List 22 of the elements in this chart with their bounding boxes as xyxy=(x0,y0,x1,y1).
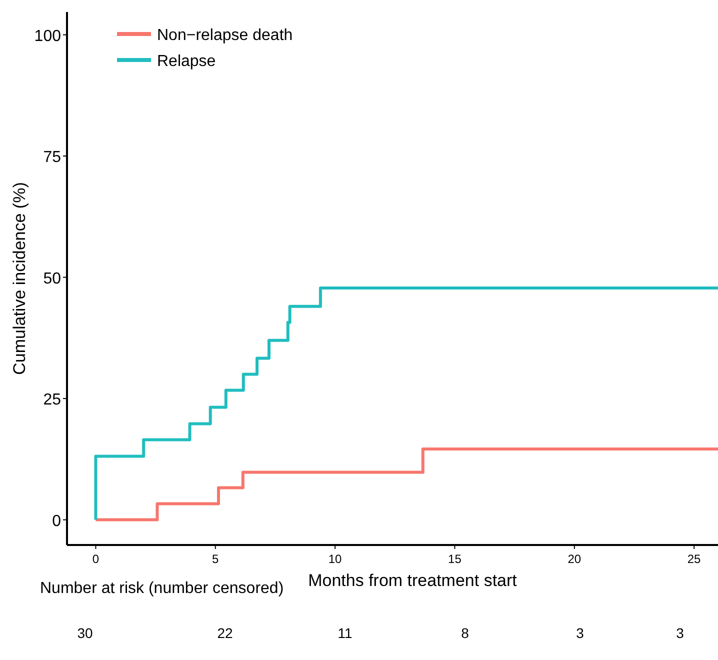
y-axis-title: Cumulative incidence (%) xyxy=(10,182,29,375)
y-tick-label: 100 xyxy=(34,28,62,45)
y-tick-label: 75 xyxy=(43,149,62,166)
y-tick-label: 25 xyxy=(43,392,62,409)
text: Number at risk (number censored) xyxy=(40,580,284,597)
y-tick-label: 50 xyxy=(43,270,62,288)
x-tick-label: 20 xyxy=(568,552,582,566)
x-tick-label: 25 xyxy=(687,552,702,566)
x-tick-label: 15 xyxy=(448,552,462,566)
x-tick-label: 5 xyxy=(212,552,220,566)
x-tick-label: 10 xyxy=(328,552,342,566)
text: 3 xyxy=(576,625,584,641)
text: 22 xyxy=(217,625,233,641)
text: 3 xyxy=(676,625,684,641)
text: 11 xyxy=(338,625,352,641)
text: 8 xyxy=(461,625,470,641)
legend-label: Relapse xyxy=(157,53,216,70)
x-axis-title: Months from treatment start xyxy=(308,571,518,590)
text: 30 xyxy=(77,625,93,641)
x-tick-label: 0 xyxy=(92,552,100,566)
y-tick-label: 0 xyxy=(52,512,62,530)
legend-label: Non−relapse death xyxy=(157,27,293,44)
